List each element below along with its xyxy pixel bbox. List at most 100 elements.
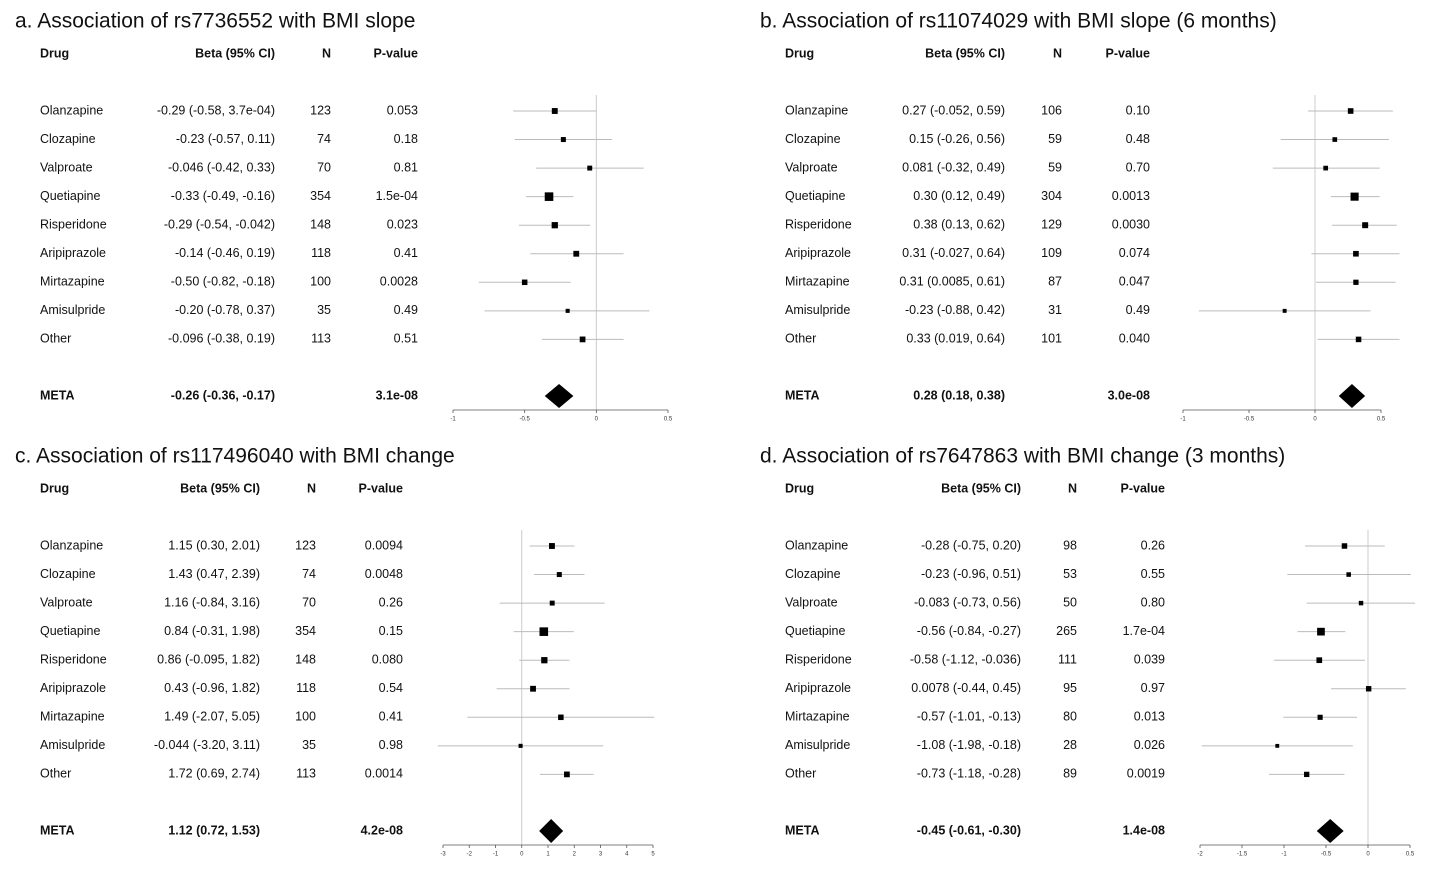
meta-label: META	[785, 388, 820, 402]
p-value: 0.074	[1119, 246, 1150, 260]
p-value: 1.5e-04	[376, 189, 418, 203]
estimate-square	[1282, 308, 1287, 313]
beta-ci: 1.49 (-2.07, 5.05)	[164, 710, 260, 724]
estimate-square	[541, 657, 548, 664]
p-value: 0.0048	[365, 567, 403, 581]
n-value: 95	[1063, 681, 1077, 695]
n-value: 123	[295, 538, 316, 552]
n-value: 28	[1063, 738, 1077, 752]
beta-ci: -0.29 (-0.54, -0.042)	[164, 217, 275, 231]
n-value: 106	[1041, 103, 1062, 117]
n-value: 148	[295, 652, 316, 666]
p-value: 0.49	[394, 303, 418, 317]
n-value: 74	[317, 132, 331, 146]
n-value: 118	[296, 681, 316, 695]
n-value: 98	[1063, 538, 1077, 552]
n-value: 35	[317, 303, 331, 317]
drug-label: Olanzapine	[40, 538, 103, 552]
x-tick-label: -3	[440, 852, 446, 858]
p-value: 0.70	[1126, 160, 1150, 174]
p-value: 0.0013	[1112, 189, 1150, 203]
panel-title: b. Association of rs11074029 with BMI sl…	[760, 10, 1277, 33]
n-value: 100	[310, 275, 331, 289]
p-value: 0.0014	[365, 767, 403, 781]
column-header: N	[1068, 481, 1077, 495]
p-value: 0.0094	[365, 538, 403, 552]
n-value: 87	[1048, 275, 1062, 289]
drug-label: Risperidone	[785, 217, 852, 231]
x-tick-label: -1.5	[1237, 852, 1248, 858]
drug-label: Olanzapine	[40, 103, 103, 117]
column-header: Beta (95% CI)	[925, 46, 1005, 60]
p-value: 0.80	[1141, 595, 1165, 609]
beta-ci: -0.73 (-1.18, -0.28)	[917, 767, 1021, 781]
estimate-square	[1353, 279, 1359, 285]
x-tick-label: -1	[1180, 417, 1186, 423]
meta-label: META	[785, 823, 820, 837]
beta-ci: -0.046 (-0.42, 0.33)	[168, 160, 275, 174]
beta-ci: 0.31 (-0.027, 0.64)	[902, 246, 1005, 260]
beta-ci: 0.33 (0.019, 0.64)	[906, 332, 1005, 346]
x-tick-label: 0	[520, 852, 524, 858]
x-tick-label: -0.5	[519, 417, 530, 423]
n-value: 101	[1041, 332, 1062, 346]
p-value: 0.040	[1119, 332, 1150, 346]
estimate-square	[558, 714, 564, 721]
n-value: 113	[296, 767, 316, 781]
n-value: 31	[1048, 303, 1062, 317]
n-value: 354	[310, 189, 331, 203]
column-header: Beta (95% CI)	[180, 481, 260, 495]
x-tick-label: 5	[651, 852, 655, 858]
beta-ci: -0.044 (-3.20, 3.11)	[154, 738, 260, 752]
estimate-square	[1317, 627, 1325, 636]
p-value: 0.26	[379, 595, 403, 609]
drug-label: Amisulpride	[785, 738, 850, 752]
estimate-square	[560, 137, 566, 143]
drug-label: Aripiprazole	[40, 246, 106, 260]
n-value: 50	[1063, 595, 1077, 609]
p-value: 0.54	[379, 681, 403, 695]
estimate-square	[549, 600, 555, 606]
x-tick-label: 2	[573, 852, 577, 858]
drug-label: Valproate	[40, 595, 93, 609]
estimate-square	[1316, 657, 1323, 664]
n-value: 118	[311, 246, 331, 260]
p-value: 0.81	[394, 160, 418, 174]
estimate-square	[1332, 137, 1338, 142]
column-header: Drug	[40, 46, 69, 60]
beta-ci: 0.86 (-0.095, 1.82)	[157, 652, 260, 666]
estimate-square	[518, 743, 523, 748]
x-tick-label: 1	[546, 852, 550, 858]
column-header: Drug	[785, 481, 814, 495]
p-value: 0.49	[1126, 303, 1150, 317]
beta-ci: -0.58 (-1.12, -0.036)	[910, 652, 1021, 666]
n-value: 113	[311, 332, 331, 346]
drug-label: Aripiprazole	[40, 681, 106, 695]
x-tick-label: 0.5	[664, 417, 673, 423]
p-value: 0.15	[379, 624, 403, 638]
beta-ci: -0.23 (-0.96, 0.51)	[921, 567, 1021, 581]
meta-p-value: 1.4e-08	[1123, 823, 1165, 837]
n-value: 111	[1058, 652, 1077, 666]
n-value: 74	[302, 567, 316, 581]
estimate-square	[521, 279, 528, 286]
x-tick-label: 0.5	[1377, 417, 1386, 423]
x-tick-label: -0.5	[1321, 852, 1332, 858]
column-header: P-value	[374, 46, 419, 60]
n-value: 35	[302, 738, 316, 752]
meta-diamond	[539, 819, 564, 843]
estimate-square	[1275, 743, 1280, 748]
meta-beta-ci: -0.45 (-0.61, -0.30)	[917, 823, 1021, 837]
meta-diamond	[544, 384, 574, 408]
x-tick-label: -2	[1197, 852, 1203, 858]
estimate-square	[1317, 714, 1323, 720]
drug-label: Risperidone	[40, 217, 107, 231]
n-value: 304	[1041, 189, 1062, 203]
estimate-square	[565, 308, 570, 313]
n-value: 59	[1048, 160, 1062, 174]
drug-label: Other	[40, 332, 71, 346]
p-value: 0.013	[1134, 710, 1165, 724]
column-header: N	[307, 481, 316, 495]
beta-ci: -0.096 (-0.38, 0.19)	[168, 332, 275, 346]
estimate-square	[1323, 165, 1329, 171]
